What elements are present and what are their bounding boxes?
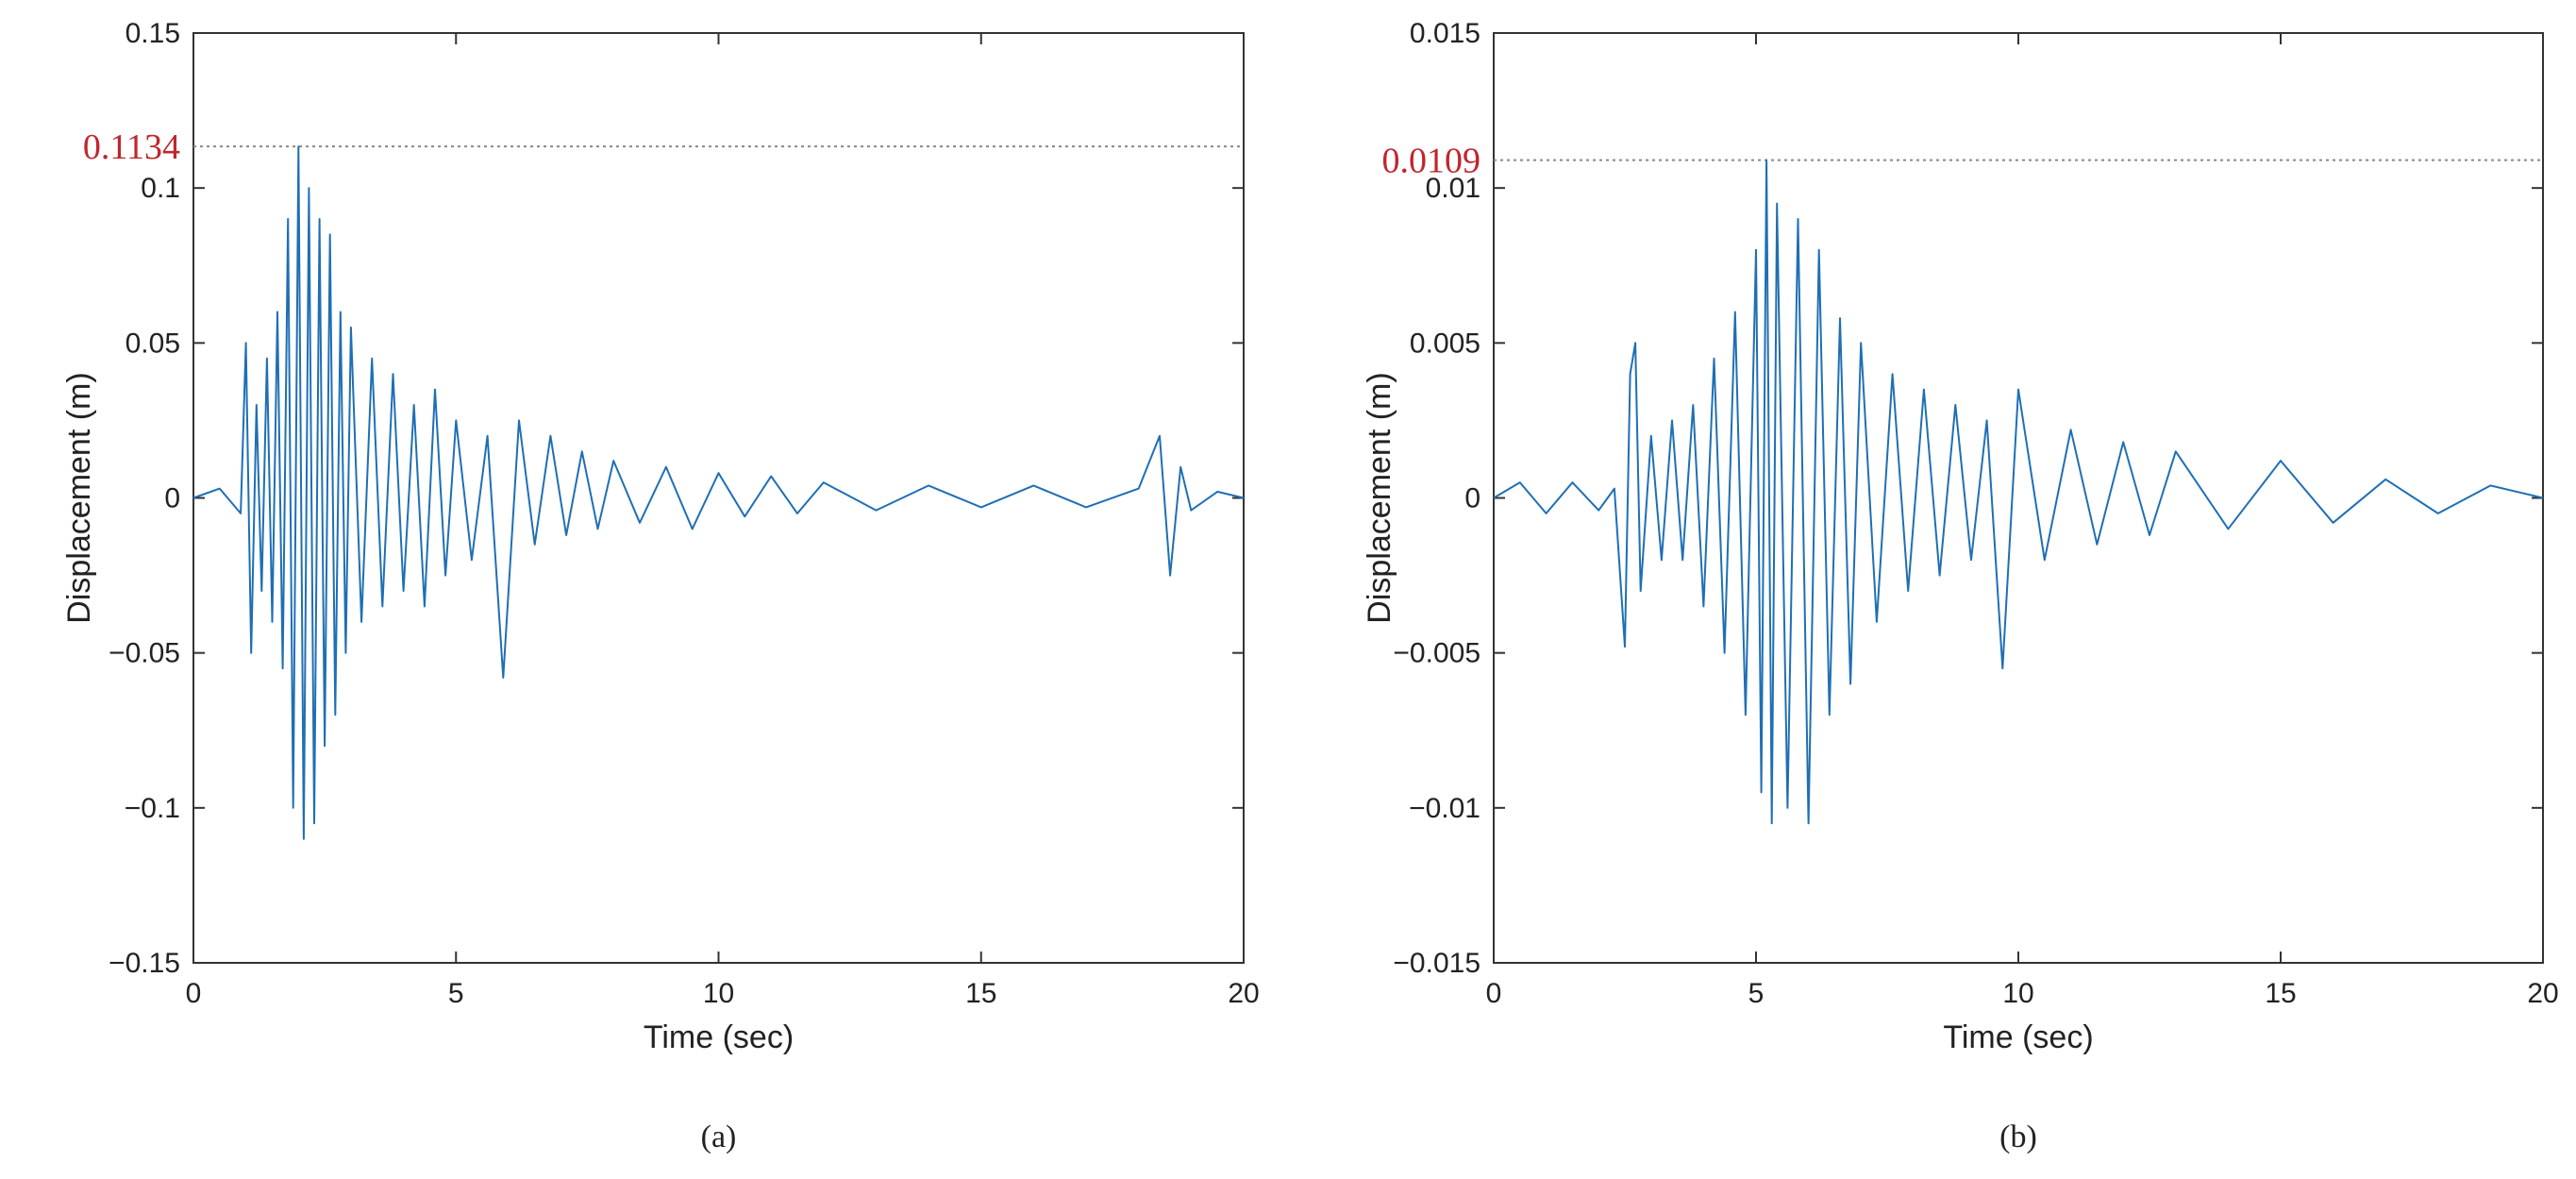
peak-value-label: 0.0109 [1382, 142, 1481, 181]
peak-value-label: 0.1134 [83, 127, 180, 167]
y-tick-label: 0.05 [125, 328, 180, 359]
y-tick-label: 0.1 [141, 173, 180, 204]
x-tick-label: 10 [2002, 978, 2033, 1009]
panel-caption: (b) [1999, 1120, 2037, 1154]
x-tick-label: 0 [186, 978, 202, 1009]
y-tick-label: 0 [164, 483, 180, 514]
x-tick-label: 20 [1228, 978, 1259, 1009]
y-tick-label: 0.015 [1410, 18, 1480, 49]
y-tick-label: −0.01 [1409, 793, 1480, 824]
x-tick-label: 5 [1748, 978, 1765, 1009]
y-tick-label: −0.015 [1393, 948, 1480, 979]
y-tick-label: 0 [1464, 483, 1480, 514]
panel-caption: (a) [701, 1120, 737, 1154]
y-tick-label: −0.005 [1393, 638, 1480, 669]
x-tick-label: 10 [703, 978, 734, 1009]
chart-panel-a: 0 5 10 15 20 −0.15 −0.1 −0.05 0 0.05 0.1 0.15 Time (… [61, 18, 1260, 1154]
x-tick-label: 5 [448, 978, 464, 1009]
y-axis-label: Displacement (m) [1362, 372, 1397, 623]
chart-panel-b: 0 5 10 15 20 −0.015 −0.01 −0.005 0 0.005 0.01 0.015… [1362, 18, 2559, 1154]
y-tick-label: 0.005 [1410, 328, 1480, 359]
y-tick-label: 0.15 [125, 18, 180, 49]
series-line [192, 145, 1245, 840]
series-line [1493, 159, 2544, 825]
x-tick-label: 15 [2265, 978, 2296, 1009]
x-axis-label: Time (sec) [644, 1019, 794, 1055]
x-axis-label: Time (sec) [1943, 1019, 2093, 1055]
y-tick-label: −0.1 [125, 793, 180, 824]
x-tick-label: 0 [1486, 978, 1502, 1009]
y-tick-label: −0.15 [109, 948, 180, 979]
x-tick-label: 20 [2527, 978, 2558, 1009]
y-axis-label: Displacement (m) [61, 372, 97, 623]
plot-frame [1493, 32, 2544, 964]
x-tick-label: 15 [965, 978, 996, 1009]
y-tick-label: −0.05 [109, 638, 180, 669]
plot-frame [192, 32, 1245, 964]
y-tick-label: 0.01 [1426, 173, 1480, 204]
